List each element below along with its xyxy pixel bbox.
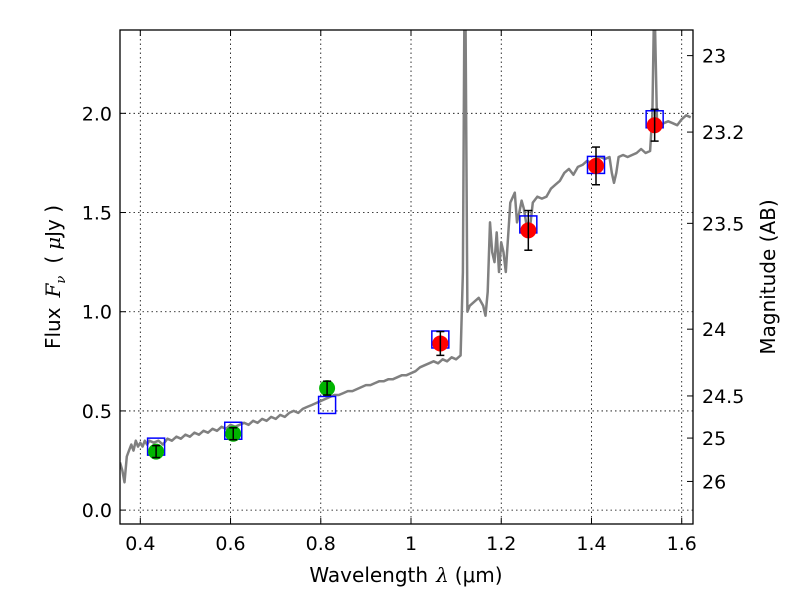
y-tick-label: 2.0 <box>82 103 112 125</box>
x-axis: 0.4 0.6 0.8 1 1.2 1.4 1.6 <box>125 30 697 555</box>
plot-background <box>120 30 693 524</box>
x-tick-label: 1.4 <box>576 533 606 555</box>
y-tick-label: 0.0 <box>82 500 112 522</box>
right-tick-label: 24 <box>702 319 726 341</box>
y-axis-right: 23 23.2 23.5 24 24.5 25 26 <box>687 46 744 493</box>
right-tick-label: 23.2 <box>702 122 744 144</box>
y-tick-label: 1.5 <box>82 203 112 225</box>
y-axis-label-symbol: F <box>41 282 65 298</box>
y-axis-label-unit: Jy ) <box>41 205 65 239</box>
x-axis-label-symbol: λ <box>435 563 449 587</box>
y-tick-label: 0.5 <box>82 401 112 423</box>
y-axis-label-text: Flux <box>41 307 65 349</box>
y-axis-label: Flux Fν ( μJy ) <box>41 205 69 349</box>
x-axis-label: Wavelength λ (μm) <box>309 563 502 587</box>
x-tick-label: 1.6 <box>667 533 697 555</box>
y-axis-label-open: ( <box>41 256 65 264</box>
right-tick-label: 26 <box>702 471 726 493</box>
right-tick-label: 25 <box>702 428 726 450</box>
model-flux-square <box>317 395 337 415</box>
x-tick-label: 1 <box>405 533 417 555</box>
marker-layer <box>146 108 664 460</box>
grid <box>120 30 693 524</box>
y-axis-label-mu: μ <box>41 237 65 250</box>
x-tick-label: 0.8 <box>306 533 336 555</box>
x-axis-label-unit: (μm) <box>455 563 503 587</box>
y-axis-left: 0.0 0.5 1.0 1.5 2.0 <box>82 103 126 522</box>
y-axis-label-subscript: ν <box>54 276 69 284</box>
x-axis-label-text: Wavelength <box>309 563 428 587</box>
y-tick-label: 1.0 <box>82 302 112 324</box>
x-tick-label: 0.6 <box>215 533 245 555</box>
right-tick-label: 23.5 <box>702 213 744 235</box>
right-tick-label: 23 <box>702 46 726 68</box>
x-tick-label: 0.4 <box>125 533 155 555</box>
right-tick-label: 24.5 <box>702 386 744 408</box>
right-axis-label: Magnitude (AB) <box>756 199 780 354</box>
plot-frame <box>119 29 694 525</box>
x-tick-label: 1.2 <box>486 533 516 555</box>
